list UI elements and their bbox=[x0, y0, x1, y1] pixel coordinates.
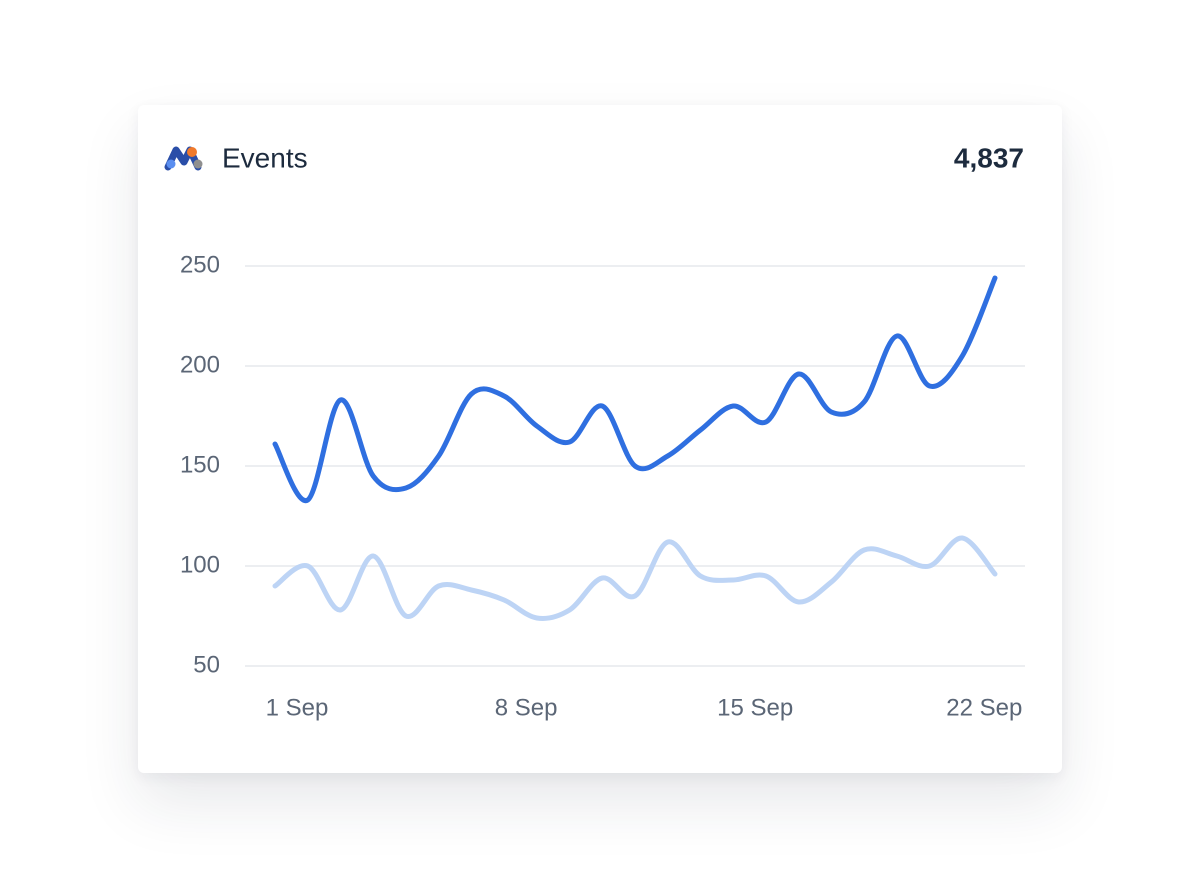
series-line bbox=[272, 275, 998, 503]
card-title: Events bbox=[222, 142, 308, 173]
card bbox=[138, 105, 1062, 773]
x-tick-label: 8 Sep bbox=[495, 694, 558, 721]
series-line bbox=[272, 535, 998, 621]
y-tick-label: 50 bbox=[193, 651, 220, 678]
x-tick-label: 15 Sep bbox=[717, 694, 793, 721]
y-tick-label: 100 bbox=[180, 551, 220, 578]
x-tick-label: 1 Sep bbox=[266, 694, 329, 721]
y-tick-label: 150 bbox=[180, 451, 220, 478]
total-value: 4,837 bbox=[954, 142, 1024, 173]
y-tick-label: 250 bbox=[180, 251, 220, 278]
y-tick-label: 200 bbox=[180, 351, 220, 378]
logo bbox=[164, 146, 203, 171]
x-tick-label: 22 Sep bbox=[946, 694, 1022, 721]
